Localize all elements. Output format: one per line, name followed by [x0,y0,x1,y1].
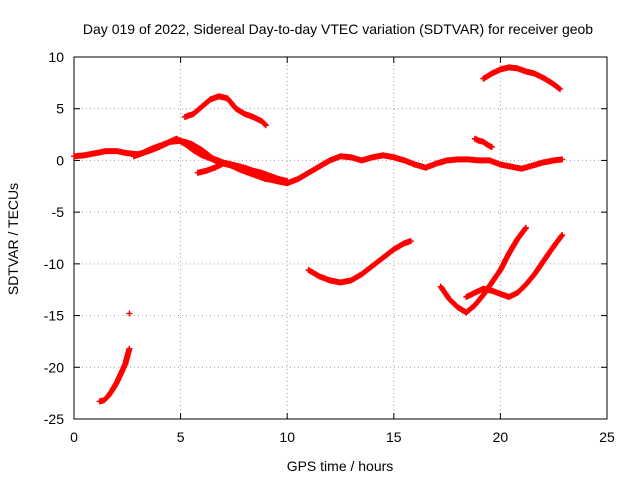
series-seg-d [194,160,286,185]
y-tick-label: 0 [56,152,64,168]
y-tick-label: -20 [44,359,64,375]
series-seg-e [480,64,564,93]
series-trace [463,231,566,300]
axis-ticks: 0 5 10 15 20 25 10 5 0 -5 -10 -15 -20 -25 [44,49,615,445]
data-points [71,64,566,405]
series-trace [194,160,286,185]
y-axis-label: SDTVAR / TECUs [5,183,21,295]
y-tick-label: -10 [44,256,64,272]
y-tick-label: -25 [44,411,64,427]
series-trace [437,224,529,316]
x-tick-label: 5 [177,429,185,445]
y-tick-label: -5 [52,204,65,220]
y-tick-label: 5 [56,101,64,117]
series-trace [126,310,133,317]
series-trace [181,93,269,129]
x-axis-label: GPS time / hours [287,458,394,474]
series-trace [480,64,564,93]
series-trace [96,345,133,405]
series-seg-f [471,135,495,150]
series-seg-j [437,224,529,316]
x-tick-label: 10 [279,429,295,445]
x-tick-label: 20 [493,429,509,445]
series-seg-h [126,310,133,317]
chart-title: Day 019 of 2022, Sidereal Day-to-day VTE… [83,21,593,37]
series-seg-c [181,93,269,129]
series-seg-k [463,231,566,300]
x-tick-label: 0 [70,429,78,445]
grid [74,57,607,419]
plot-frame [73,56,608,420]
series-seg-i [305,238,414,286]
series-trace [305,238,414,286]
y-tick-label: 10 [48,49,64,65]
series-seg-g [96,345,133,405]
series-trace [471,135,495,150]
x-tick-label: 25 [599,429,615,445]
plot-border [73,56,608,420]
x-tick-label: 15 [386,429,402,445]
y-tick-label: -15 [44,308,64,324]
